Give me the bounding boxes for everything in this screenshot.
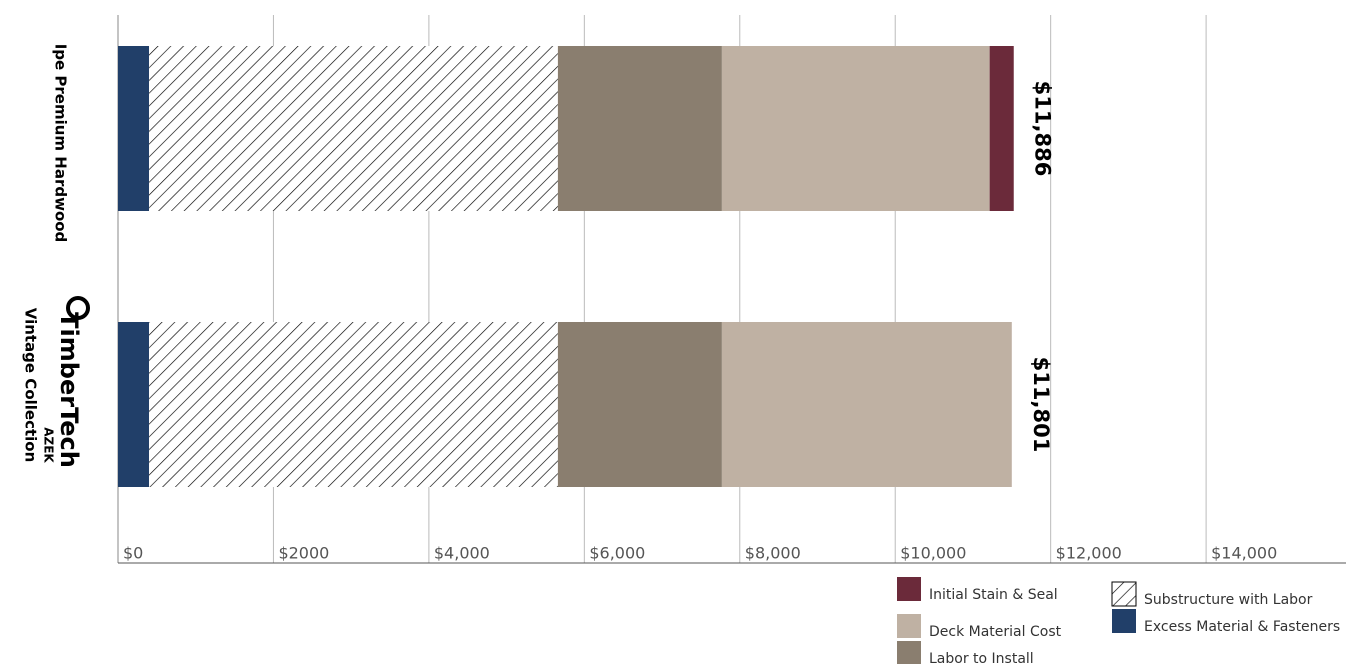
logo-brand: TimberTech xyxy=(55,312,83,468)
logo-icon xyxy=(66,296,90,320)
legend-swatch xyxy=(897,577,921,601)
logo-sub: AZEK xyxy=(42,427,56,463)
total-label: $11,886 xyxy=(1031,81,1055,177)
bar-segment xyxy=(118,46,150,211)
bar-segment xyxy=(557,322,722,487)
legend-swatch xyxy=(897,614,921,638)
bar-segment xyxy=(989,46,1014,211)
x-tick-label: $10,000 xyxy=(900,544,966,563)
bar-segment xyxy=(721,46,990,211)
legend-label: Substructure with Labor xyxy=(1144,592,1313,608)
legend-swatch xyxy=(1111,581,1137,607)
category-label: Vintage Collection xyxy=(22,308,40,463)
x-tick-label: $6,000 xyxy=(589,544,645,563)
bar-segment xyxy=(149,322,558,487)
x-tick-label: $2000 xyxy=(278,544,329,563)
legend-label: Labor to Install xyxy=(929,651,1034,664)
x-tick-label: $14,000 xyxy=(1211,544,1277,563)
x-tick-label: $8,000 xyxy=(745,544,801,563)
bar-segment xyxy=(118,322,150,487)
total-label: $11,801 xyxy=(1029,357,1053,453)
bar-segment xyxy=(557,46,722,211)
bar-segment xyxy=(721,322,1012,487)
category-label: Ipe Premium Hardwood xyxy=(52,44,70,243)
x-tick-label: $4,000 xyxy=(434,544,490,563)
legend-label: Excess Material & Fasteners xyxy=(1144,619,1340,635)
bar-segment xyxy=(149,46,558,211)
x-tick-label: $12,000 xyxy=(1056,544,1122,563)
legend-label: Deck Material Cost xyxy=(929,624,1062,640)
legend-label: Initial Stain & Seal xyxy=(929,587,1058,603)
legend-swatch xyxy=(897,641,921,664)
legend-swatch xyxy=(1112,609,1136,633)
x-tick-label: $0 xyxy=(123,544,143,563)
